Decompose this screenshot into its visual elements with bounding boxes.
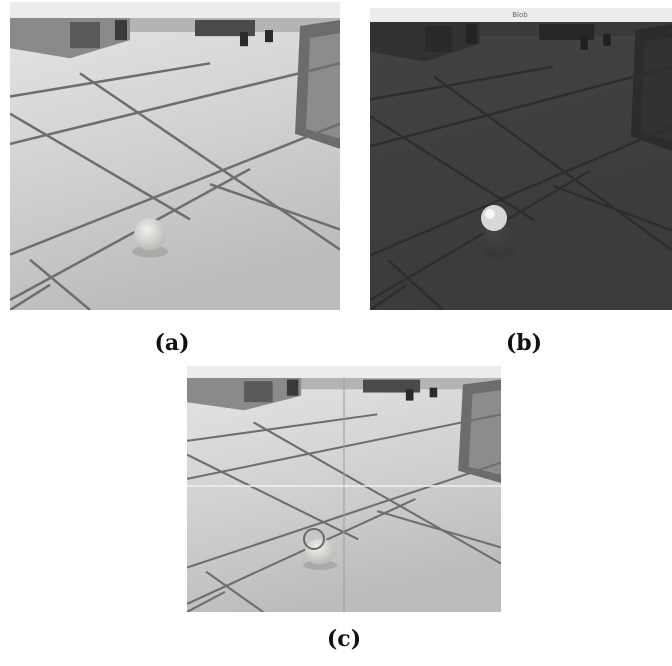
panel-b: Blob (b) bbox=[370, 8, 672, 356]
blob-highlight bbox=[485, 209, 495, 219]
camera-image bbox=[10, 18, 340, 310]
panel-c: (c) bbox=[187, 366, 501, 652]
window-titlebar bbox=[10, 2, 340, 18]
figure: (a) Blob (b) (c) bbox=[0, 0, 672, 662]
dark-overlay bbox=[370, 22, 672, 310]
caption: (a) bbox=[154, 330, 189, 356]
caption: (c) bbox=[327, 626, 361, 652]
panel-a: (a) bbox=[10, 2, 340, 356]
caption: (b) bbox=[506, 330, 542, 356]
window-titlebar bbox=[187, 366, 501, 378]
blob bbox=[481, 205, 507, 231]
window-title: Blob bbox=[512, 11, 528, 19]
